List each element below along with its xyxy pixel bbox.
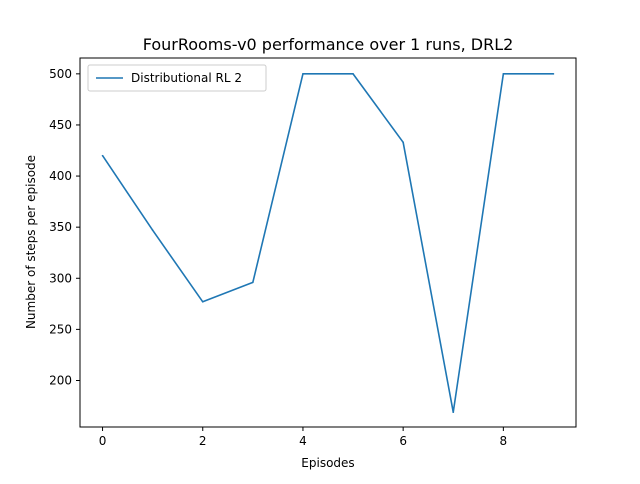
x-tick-label: 4	[299, 434, 307, 448]
data-point	[151, 229, 154, 232]
legend: Distributional RL 2	[87, 64, 267, 92]
x-tick-label: 6	[399, 434, 407, 448]
data-point	[101, 154, 104, 157]
series-line-distributional-rl-2	[101, 73, 554, 413]
x-tick-label: 8	[500, 434, 508, 448]
data-point	[502, 73, 505, 75]
data-point	[552, 73, 555, 75]
x-tick-label: 0	[99, 434, 107, 448]
x-axis-label: Episodes	[301, 456, 354, 470]
legend-label-distributional-rl-2: Distributional RL 2	[131, 71, 242, 85]
y-tick-label: 250	[49, 322, 72, 336]
y-tick-label: 300	[49, 271, 72, 285]
y-tick-label: 400	[49, 169, 72, 183]
data-point	[252, 281, 254, 284]
plot-area-frame	[79, 57, 577, 428]
data-point	[452, 411, 455, 413]
legend-box	[87, 64, 267, 92]
data-point	[352, 73, 354, 75]
x-tick-label: 2	[199, 434, 207, 448]
y-axis-label: Number of steps per episode	[24, 155, 38, 329]
x-axis-ticks: 0 2 4 6 8	[99, 427, 507, 448]
y-axis-ticks: 200 250 300 350 400 450 500	[49, 67, 80, 387]
y-tick-label: 350	[49, 220, 72, 234]
series-points	[101, 73, 555, 413]
data-point	[302, 73, 304, 75]
y-tick-label: 450	[49, 118, 72, 132]
data-point	[402, 141, 404, 144]
y-tick-label: 500	[49, 67, 72, 81]
data-point	[201, 300, 204, 303]
y-tick-label: 200	[49, 373, 72, 387]
chart-title: FourRooms-v0 performance over 1 runs, DR…	[143, 35, 514, 54]
